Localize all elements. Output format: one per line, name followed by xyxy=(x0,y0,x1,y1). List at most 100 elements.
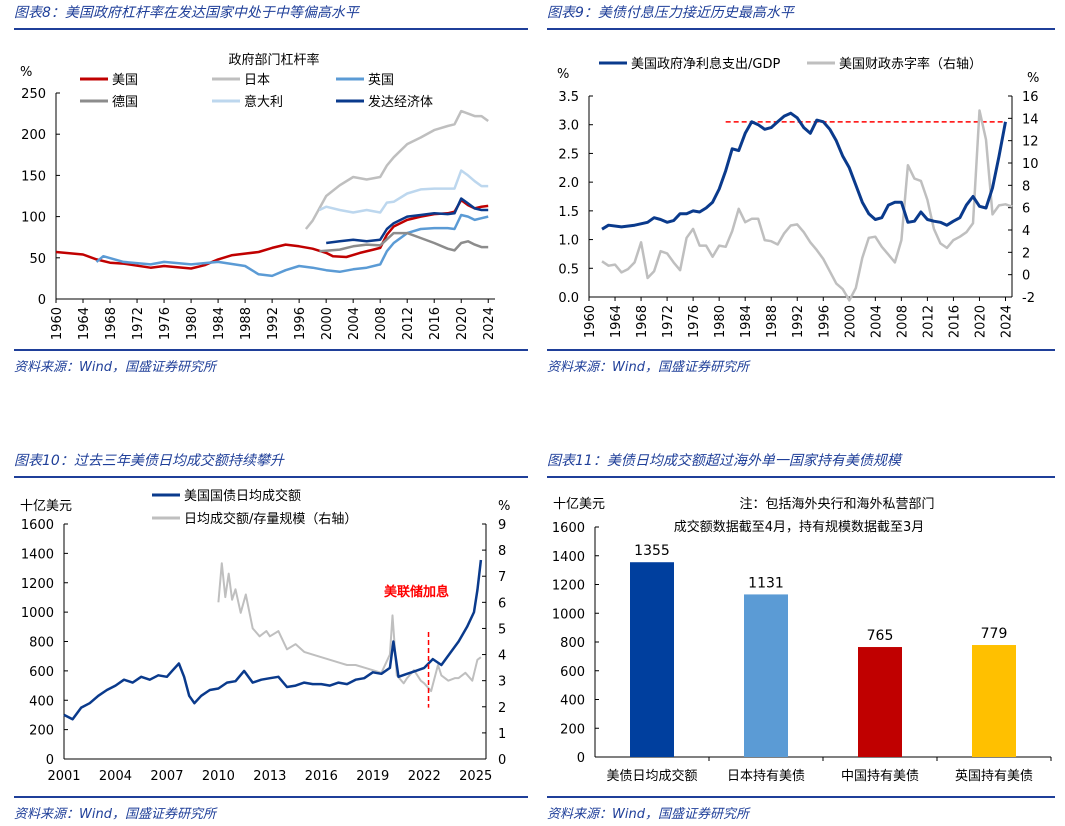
c9-x-tick-label: 1992 xyxy=(791,305,806,338)
c8-x-tick-label: 2020 xyxy=(455,307,470,340)
c8-x-tick-label: 1996 xyxy=(293,307,308,340)
c8-series-line-1 xyxy=(304,109,489,230)
c10-yl-tick-label: 200 xyxy=(29,724,54,739)
c11-y-tick-label: 800 xyxy=(560,636,585,651)
chart9-title: 图表9：美债付息压力接近历史最高水平 xyxy=(547,5,794,21)
c8-ylabel: % xyxy=(20,65,32,80)
c8-x-tick-label: 2000 xyxy=(320,307,335,340)
c8-y-tick-label: 150 xyxy=(21,169,46,184)
c9-x-tick-label: 2016 xyxy=(947,305,962,338)
chart10-top-rule xyxy=(14,476,528,478)
c9-ylabel-left: % xyxy=(557,67,569,82)
chart10-bottom-rule xyxy=(14,796,528,798)
panel-chart11: 图表11：美债日均成交额超过海外单一国家持有美债规模 十亿美元 注：包括海外央行和… xyxy=(547,448,1055,826)
c9-x-tick-label: 1976 xyxy=(687,305,702,338)
c10-x-tick-label: 2010 xyxy=(202,769,235,784)
c9-yr-tick-label: 2 xyxy=(1022,246,1030,261)
c9-x-tick-label: 2024 xyxy=(999,305,1014,338)
c11-bar-3 xyxy=(972,645,1016,757)
c10-yl-tick-label: 1000 xyxy=(21,606,54,621)
c10-yr-tick-label: 8 xyxy=(498,544,506,559)
c9-yl-tick-label: 3.5 xyxy=(558,90,579,105)
c9-yr-tick-label: 8 xyxy=(1022,179,1030,194)
c8-x-tick-label: 1988 xyxy=(239,307,254,340)
c9-x-tick-label: 1984 xyxy=(739,305,754,338)
c10-x-tick-label: 2019 xyxy=(356,769,389,784)
chart9-plot: % % 0.0 0.5 1.0 1.5 2.0 2.5 3.0 3.5 -2 0 2 4 6 8 10 12 14 1… xyxy=(557,56,1039,338)
c8-x-tick-label: 1968 xyxy=(104,307,119,340)
c10-yl-tick-label: 1600 xyxy=(21,518,54,533)
c9-yr-tick-label: 16 xyxy=(1022,90,1039,105)
c10-annotation-label: 美联储加息 xyxy=(384,584,449,600)
c10-x-tick-label: 2025 xyxy=(459,769,492,784)
c10-yr-tick-label: 7 xyxy=(498,570,506,585)
chart8-top-rule xyxy=(14,28,528,30)
c8-legend-label-2: 英国 xyxy=(368,73,394,88)
c11-category-label-3: 英国持有美债 xyxy=(955,769,1033,784)
chart9-bottom-rule xyxy=(547,349,1055,351)
c9-x-tick-label: 1968 xyxy=(635,305,650,338)
chart8-source: 资料来源：Wind，国盛证券研究所 xyxy=(14,360,216,375)
c11-bar-value-label-3: 779 xyxy=(981,626,1008,642)
c10-x-tick-label: 2001 xyxy=(47,769,80,784)
c10-yr-tick-label: 5 xyxy=(498,622,506,637)
c9-x-tick-label: 2020 xyxy=(973,305,988,338)
c9-yr-tick-label: 4 xyxy=(1022,224,1030,239)
panel-chart10: 图表10：过去三年美债日均成交额持续攀升 十亿美元% 0 200 400 600 800 1… xyxy=(14,448,528,826)
c10-ylabel-left: 十亿美元 xyxy=(20,499,72,514)
c8-x-tick-label: 1972 xyxy=(131,307,146,340)
c8-x-tick-label: 2004 xyxy=(347,307,362,340)
c8-y-tick-label: 0 xyxy=(38,293,46,308)
c8-x-tick-label: 1980 xyxy=(185,307,200,340)
c9-x-tick-label: 2000 xyxy=(843,305,858,338)
c8-series-line-3 xyxy=(319,231,489,253)
c9-yl-tick-label: 3.0 xyxy=(558,119,579,134)
c11-y-tick-label: 600 xyxy=(560,665,585,680)
c9-yl-tick-label: 1.5 xyxy=(558,205,579,220)
c9-ylabel-right: % xyxy=(1027,71,1039,86)
c11-category-label-0: 美债日均成交额 xyxy=(606,768,697,784)
c10-yr-tick-label: 6 xyxy=(498,596,506,611)
c9-yr-tick-label: 14 xyxy=(1022,112,1039,127)
c8-legend-label-0: 美国 xyxy=(112,73,138,88)
c10-x-tick-label: 2007 xyxy=(150,769,183,784)
c10-yr-tick-label: 3 xyxy=(498,675,506,690)
chart9-source: 资料来源：Wind，国盛证券研究所 xyxy=(547,360,749,375)
c9-legend-label-1: 美国财政赤字率（右轴） xyxy=(839,56,982,72)
c9-x-tick-label: 1972 xyxy=(661,305,676,338)
c10-yl-tick-label: 1400 xyxy=(21,547,54,562)
c9-series-line-interest xyxy=(601,111,1007,231)
c10-x-tick-label: 2004 xyxy=(99,769,132,784)
c10-yr-tick-label: 2 xyxy=(498,701,506,716)
c10-yl-tick-label: 600 xyxy=(29,665,54,680)
c11-bar-1 xyxy=(744,594,788,757)
c10-legend-label-1: 日均成交额/存量规模（右轴） xyxy=(184,511,357,527)
c10-x-tick-label: 2016 xyxy=(305,769,338,784)
c8-legend-label-1: 日本 xyxy=(244,73,270,88)
c9-x-tick-label: 1996 xyxy=(817,305,832,338)
c9-legend-label-0: 美国政府净利息支出/GDP xyxy=(631,56,780,72)
c8-series-line-0 xyxy=(55,198,489,270)
c11-bar-value-label-1: 1131 xyxy=(748,575,784,591)
c9-yr-tick-label: 12 xyxy=(1022,135,1039,150)
c9-yl-tick-label: 2.0 xyxy=(558,176,579,191)
c9-x-tick-label: 2004 xyxy=(869,305,884,338)
chart10-plot: 十亿美元 % 0 200 400 600 800 1000 1200 1400 1600 0 1 2 3 4 5… xyxy=(20,488,510,784)
c11-y-tick-label: 400 xyxy=(560,694,585,709)
c8-x-tick-label: 1964 xyxy=(77,307,92,340)
c11-bar-2 xyxy=(858,647,902,757)
c10-yr-tick-label: 9 xyxy=(498,518,506,533)
c9-x-tick-label: 1980 xyxy=(713,305,728,338)
c9-x-tick-label: 2012 xyxy=(921,305,936,338)
c8-series-line-5 xyxy=(326,197,489,245)
chart8-bottom-rule xyxy=(14,349,528,351)
c10-ylabel-right: % xyxy=(498,499,510,514)
c11-y-tick-label: 1600 xyxy=(552,521,585,536)
c11-bar-value-label-0: 1355 xyxy=(634,543,670,559)
c9-yr-tick-label: 0 xyxy=(1022,269,1030,284)
panel-chart8: 图表8：美国政府杠杆率在发达国家中处于中等偏高水平 % 0 50 100 150 200 2… xyxy=(14,0,528,380)
c11-note-line-2: 成交额数据截至4月，持有规模数据截至3月 xyxy=(674,519,925,535)
chart10-source: 资料来源：Wind，国盛证券研究所 xyxy=(14,807,216,822)
chart8-title: 图表8：美国政府杠杆率在发达国家中处于中等偏高水平 xyxy=(14,5,359,21)
